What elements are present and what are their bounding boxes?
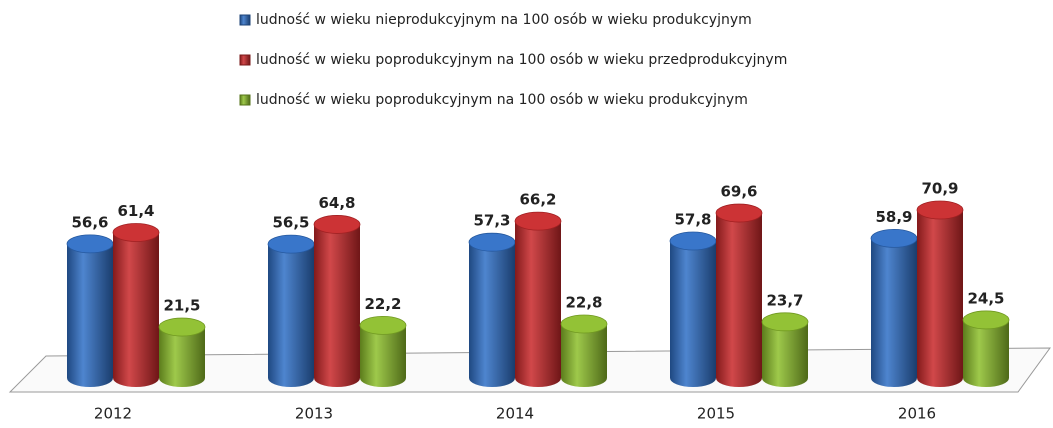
bar [916,200,964,387]
bar [514,211,562,387]
data-label: 22,8 [565,293,602,311]
bar [761,312,809,387]
data-label: 57,8 [674,211,711,229]
data-label: 22,2 [364,295,401,313]
legend-swatch [239,54,251,66]
data-label: 58,9 [875,208,912,226]
legend-swatch [239,14,251,26]
data-label: 61,4 [117,202,154,220]
bar [962,310,1010,387]
x-tick-label: 2016 [898,405,936,423]
legend-label: ludność w wieku nieprodukcyjnym na 100 o… [256,12,752,28]
bar [468,232,516,387]
x-tick-label: 2014 [496,405,534,423]
data-label: 24,5 [967,289,1004,307]
data-label: 57,3 [473,212,510,230]
bar [669,231,717,387]
bar [267,234,315,387]
bar [313,215,361,387]
data-label: 56,6 [71,213,108,231]
data-label: 66,2 [519,191,556,209]
x-tick-label: 2015 [697,405,735,423]
legend-label: ludność w wieku poprodukcyjnym na 100 os… [256,92,748,108]
legend-swatch [239,94,251,106]
bar [560,314,608,387]
data-label: 56,5 [272,214,309,232]
bar [158,317,206,387]
bar [66,234,114,387]
x-tick-label: 2013 [295,405,333,423]
bar [870,229,918,387]
bar [715,203,763,387]
data-label: 70,9 [921,179,958,197]
data-label: 64,8 [318,194,355,212]
data-label: 23,7 [766,291,803,309]
bar [359,315,407,387]
x-tick-label: 2012 [94,405,132,423]
legend-label: ludność w wieku poprodukcyjnym na 100 os… [256,52,787,68]
data-label: 69,6 [720,183,757,201]
bar [112,223,160,387]
data-label: 21,5 [163,297,200,315]
